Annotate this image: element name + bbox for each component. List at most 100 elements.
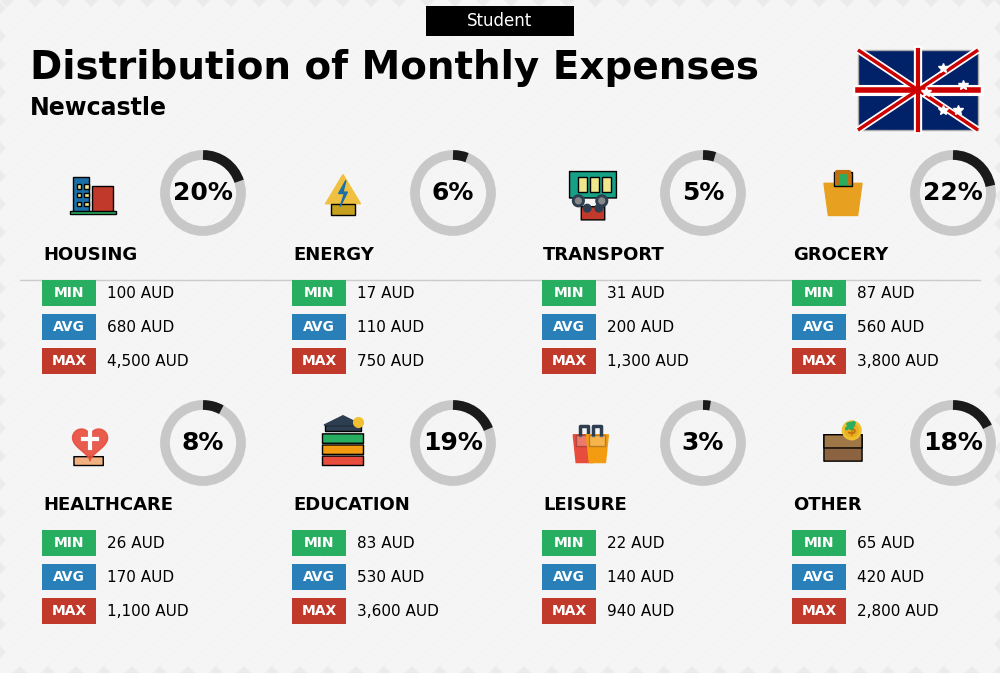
FancyBboxPatch shape xyxy=(589,435,605,446)
Text: HOUSING: HOUSING xyxy=(43,246,137,264)
FancyBboxPatch shape xyxy=(602,178,611,192)
Text: 420 AUD: 420 AUD xyxy=(857,569,924,584)
FancyBboxPatch shape xyxy=(792,564,846,590)
Text: 560 AUD: 560 AUD xyxy=(857,320,924,334)
Text: MAX: MAX xyxy=(801,604,837,618)
Polygon shape xyxy=(325,174,361,204)
Text: AVG: AVG xyxy=(303,320,335,334)
Polygon shape xyxy=(573,435,595,462)
FancyBboxPatch shape xyxy=(581,207,605,220)
Text: AVG: AVG xyxy=(303,570,335,584)
Text: AVG: AVG xyxy=(553,570,585,584)
Text: 3%: 3% xyxy=(682,431,724,455)
Text: 200 AUD: 200 AUD xyxy=(607,320,674,334)
Text: 1,300 AUD: 1,300 AUD xyxy=(607,353,689,369)
Text: 940 AUD: 940 AUD xyxy=(607,604,674,618)
Text: 8%: 8% xyxy=(182,431,224,455)
FancyBboxPatch shape xyxy=(542,348,596,374)
Text: 5%: 5% xyxy=(682,181,724,205)
FancyBboxPatch shape xyxy=(292,348,346,374)
Text: MIN: MIN xyxy=(54,286,84,300)
FancyBboxPatch shape xyxy=(42,530,96,556)
FancyBboxPatch shape xyxy=(70,211,116,214)
FancyBboxPatch shape xyxy=(42,598,96,624)
FancyBboxPatch shape xyxy=(542,530,596,556)
FancyBboxPatch shape xyxy=(323,456,363,466)
Text: MAX: MAX xyxy=(801,354,837,368)
FancyBboxPatch shape xyxy=(77,193,81,197)
Text: MAX: MAX xyxy=(51,354,87,368)
Text: 19%: 19% xyxy=(423,431,483,455)
Text: OTHER: OTHER xyxy=(793,496,862,514)
Text: AVG: AVG xyxy=(803,570,835,584)
Text: HEALTHCARE: HEALTHCARE xyxy=(43,496,173,514)
FancyBboxPatch shape xyxy=(77,184,81,188)
Text: 22 AUD: 22 AUD xyxy=(607,536,664,551)
Text: TRANSPORT: TRANSPORT xyxy=(543,246,665,264)
FancyBboxPatch shape xyxy=(570,172,616,198)
Text: 6%: 6% xyxy=(432,181,474,205)
Polygon shape xyxy=(324,416,362,425)
Circle shape xyxy=(575,198,581,204)
Text: MIN: MIN xyxy=(304,286,334,300)
Text: AVG: AVG xyxy=(553,320,585,334)
Text: MIN: MIN xyxy=(554,536,584,550)
Text: ENERGY: ENERGY xyxy=(293,246,374,264)
FancyBboxPatch shape xyxy=(292,564,346,590)
Text: AVG: AVG xyxy=(803,320,835,334)
Text: MAX: MAX xyxy=(551,354,587,368)
Polygon shape xyxy=(73,429,108,461)
Text: AVG: AVG xyxy=(53,570,85,584)
FancyBboxPatch shape xyxy=(292,598,346,624)
Text: 31 AUD: 31 AUD xyxy=(607,285,665,301)
Text: MIN: MIN xyxy=(804,536,834,550)
Text: 18%: 18% xyxy=(923,431,983,455)
Circle shape xyxy=(599,198,605,204)
FancyBboxPatch shape xyxy=(323,445,363,454)
FancyBboxPatch shape xyxy=(576,435,592,446)
Circle shape xyxy=(596,195,608,207)
FancyBboxPatch shape xyxy=(792,598,846,624)
FancyBboxPatch shape xyxy=(542,314,596,340)
Polygon shape xyxy=(824,183,862,215)
FancyBboxPatch shape xyxy=(77,202,81,206)
FancyBboxPatch shape xyxy=(824,435,862,448)
Text: 750 AUD: 750 AUD xyxy=(357,353,424,369)
Text: MAX: MAX xyxy=(301,604,337,618)
Text: 530 AUD: 530 AUD xyxy=(357,569,424,584)
Text: Student: Student xyxy=(467,12,533,30)
Text: 2,800 AUD: 2,800 AUD xyxy=(857,604,939,618)
Text: 20%: 20% xyxy=(173,181,233,205)
Text: 100 AUD: 100 AUD xyxy=(107,285,174,301)
Text: MAX: MAX xyxy=(51,604,87,618)
Text: LEISURE: LEISURE xyxy=(543,496,627,514)
FancyBboxPatch shape xyxy=(834,172,852,186)
FancyBboxPatch shape xyxy=(292,530,346,556)
Text: 680 AUD: 680 AUD xyxy=(107,320,174,334)
Text: 170 AUD: 170 AUD xyxy=(107,569,174,584)
Circle shape xyxy=(842,421,861,439)
Text: 140 AUD: 140 AUD xyxy=(607,569,674,584)
FancyBboxPatch shape xyxy=(792,530,846,556)
Text: Newcastle: Newcastle xyxy=(30,96,167,120)
Polygon shape xyxy=(339,180,347,207)
FancyBboxPatch shape xyxy=(84,184,89,188)
Text: EDUCATION: EDUCATION xyxy=(293,496,410,514)
FancyBboxPatch shape xyxy=(42,314,96,340)
Text: 110 AUD: 110 AUD xyxy=(357,320,424,334)
FancyBboxPatch shape xyxy=(331,204,355,215)
Polygon shape xyxy=(586,435,608,462)
Circle shape xyxy=(573,195,584,207)
FancyBboxPatch shape xyxy=(858,50,978,130)
FancyBboxPatch shape xyxy=(84,193,89,197)
FancyBboxPatch shape xyxy=(824,435,862,461)
FancyBboxPatch shape xyxy=(590,178,599,192)
FancyBboxPatch shape xyxy=(542,598,596,624)
Text: 22%: 22% xyxy=(923,181,983,205)
Text: MIN: MIN xyxy=(304,536,334,550)
FancyBboxPatch shape xyxy=(42,564,96,590)
FancyBboxPatch shape xyxy=(426,6,574,36)
FancyBboxPatch shape xyxy=(292,280,346,306)
Text: AVG: AVG xyxy=(53,320,85,334)
Text: $: $ xyxy=(847,423,857,437)
